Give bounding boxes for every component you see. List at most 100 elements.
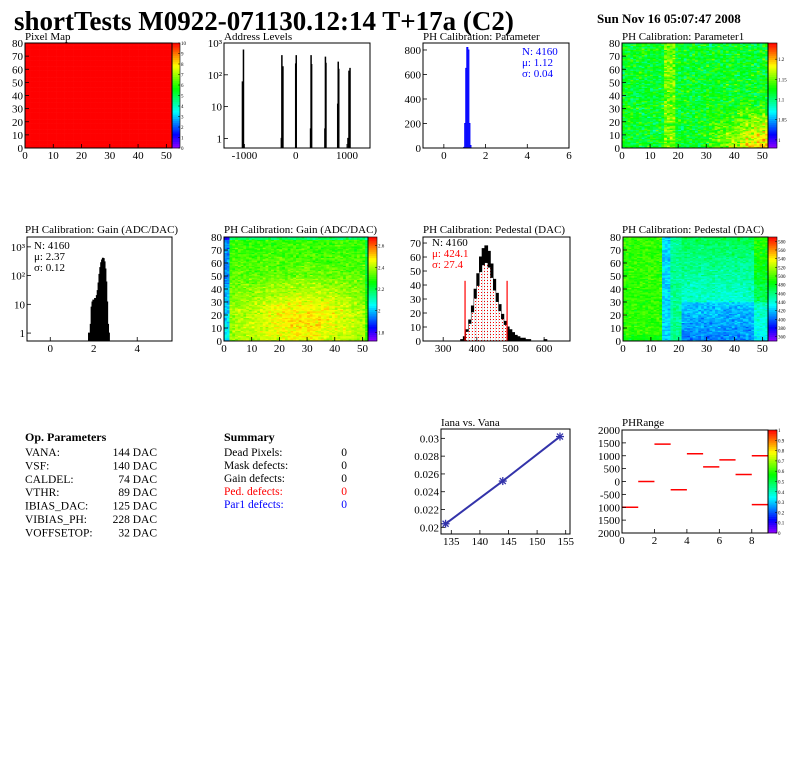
heatmap-cell (152, 108, 156, 111)
heatmap-cell (27, 108, 31, 111)
heatmap-cell (101, 99, 105, 102)
heatmap-cell (78, 120, 82, 123)
heatmap-cell (84, 60, 88, 62)
heatmap-cell (81, 88, 85, 91)
heatmap-cell (138, 134, 142, 137)
heatmap-cell (95, 102, 99, 104)
heatmap-cell (50, 43, 54, 45)
heatmap-cell (118, 140, 122, 142)
heatmap-cell (47, 112, 51, 115)
heatmap-cell (98, 98, 102, 100)
heatmap-cell (44, 69, 48, 71)
heatmap-cell (146, 115, 150, 117)
histogram-outline (463, 47, 472, 148)
heatmap-cell (61, 103, 65, 105)
heatmap-cell (106, 124, 111, 126)
heatmap-cell (95, 113, 99, 116)
heatmap-cell (53, 102, 57, 104)
heatmap-cell (50, 140, 54, 142)
heatmap-cell (84, 123, 88, 125)
heatmap-cell (112, 52, 116, 54)
heatmap-cell (138, 95, 142, 98)
heatmap-cell (25, 45, 29, 48)
heatmap-cell (44, 79, 48, 82)
heatmap-cell (92, 141, 96, 144)
heatmap-cell (143, 127, 147, 129)
heatmap-cell (25, 69, 29, 71)
heatmap-cell (67, 49, 71, 52)
op-param-value: 125 DAC (113, 501, 158, 513)
heatmap-cell (75, 115, 80, 117)
heatmap-cell (47, 96, 51, 99)
heatmap-cell (73, 71, 77, 74)
heatmap-cell (92, 100, 96, 103)
heatmap-cell (41, 71, 46, 74)
heatmap-cell (126, 133, 130, 136)
heatmap-cell (84, 66, 88, 69)
heatmap-cell (92, 43, 96, 45)
heatmap-cell (152, 123, 156, 125)
heatmap-cell (81, 66, 85, 69)
heatmap-cell (106, 123, 111, 125)
heatmap-cell (50, 108, 54, 111)
heatmap-cell (115, 106, 119, 108)
heatmap-cell (25, 140, 29, 142)
heatmap-cell (33, 140, 37, 142)
heatmap-cell (87, 53, 91, 56)
heatmap-cell (123, 82, 128, 84)
heatmap-cell (61, 99, 65, 102)
palette-swatch (172, 120, 180, 124)
heatmap-cell (109, 116, 113, 119)
heatmap-cell (126, 127, 130, 129)
heatmap-cell (47, 90, 51, 92)
heatmap-cell (106, 119, 111, 121)
heatmap-cell (81, 64, 85, 66)
heatmap-cell (58, 142, 63, 145)
heatmap-cell (106, 82, 111, 84)
heatmap-cell (36, 128, 40, 130)
heatmap-cell (44, 88, 48, 91)
heatmap-cell (33, 61, 37, 63)
heatmap-cell (67, 107, 71, 109)
heatmap-cell (92, 140, 96, 142)
heatmap-cell (84, 130, 88, 133)
heatmap-cell (95, 108, 99, 111)
heatmap-cell (118, 73, 122, 75)
heatmap-cell (132, 103, 136, 105)
heatmap-cell (143, 46, 147, 49)
heatmap-cell (146, 62, 150, 65)
heatmap-cell (44, 121, 48, 124)
heatmap-cell (67, 109, 71, 112)
heatmap-cell (47, 46, 51, 49)
heatmap-cell (112, 78, 116, 81)
heatmap-cell (101, 79, 105, 82)
heatmap-cell (67, 92, 71, 95)
heatmap-cell (101, 49, 105, 52)
heatmap-cell (129, 120, 133, 123)
heatmap-cell (115, 138, 119, 141)
heatmap-cell (53, 54, 57, 57)
heatmap-cell (78, 67, 82, 70)
heatmap-cell (58, 43, 63, 45)
heatmap-cell (87, 79, 91, 82)
heatmap-cell (87, 115, 91, 117)
heatmap-cell (115, 102, 119, 104)
heatmap-cell (109, 67, 113, 70)
heatmap-cell (78, 146, 82, 149)
heatmap-cell (47, 103, 51, 105)
heatmap-cell (123, 124, 128, 126)
heatmap-cell (115, 146, 119, 149)
heatmap-cell (98, 75, 102, 78)
heatmap-cell (73, 133, 77, 136)
heatmap-cell (121, 75, 125, 78)
heatmap-cell (78, 58, 82, 61)
heatmap-cell (104, 78, 108, 81)
heatmap-cell (118, 48, 122, 50)
heatmap-cell (109, 137, 113, 140)
heatmap-cell (75, 107, 80, 109)
op-param-label: VOFFSETOP: (25, 527, 93, 539)
heatmap-cell (138, 69, 142, 71)
heatmap-cell (92, 123, 96, 125)
heatmap-cell (143, 132, 147, 134)
heatmap-cell (109, 138, 113, 141)
